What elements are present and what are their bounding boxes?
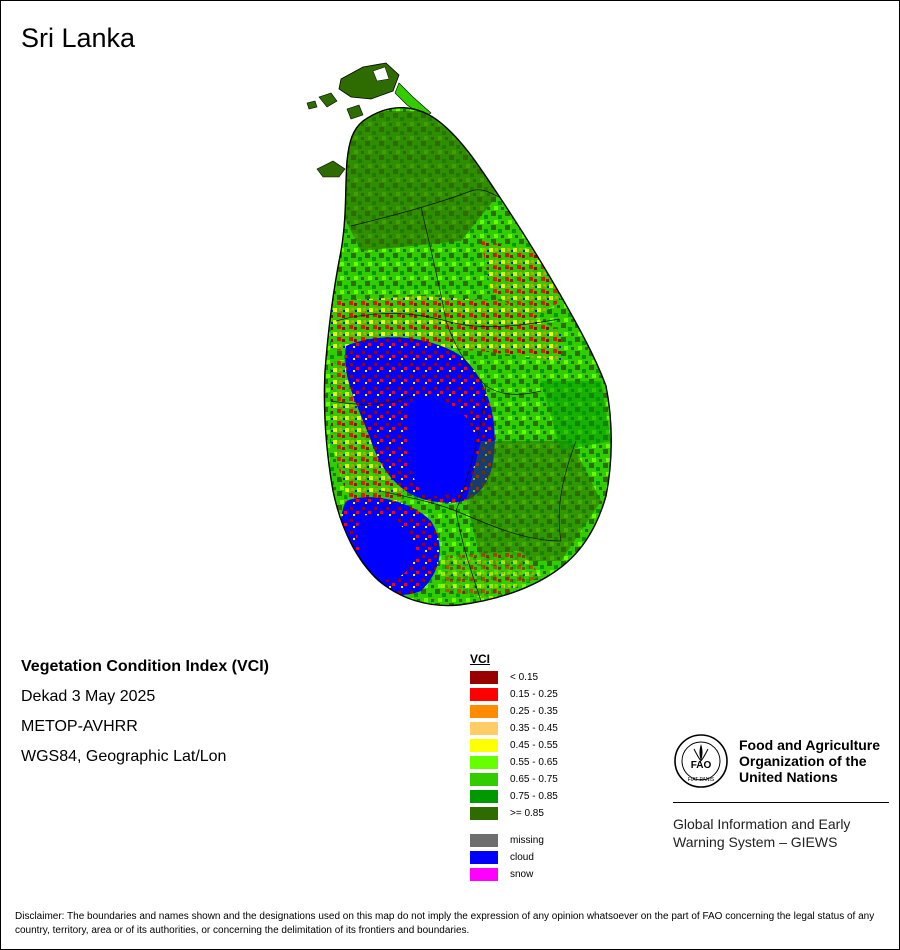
legend-label: missing bbox=[510, 835, 544, 846]
disclaimer: Disclaimer: The boundaries and names sho… bbox=[15, 911, 875, 936]
fao-logo: FAO FIAT PANIS bbox=[674, 734, 728, 788]
legend-label: 0.45 - 0.55 bbox=[510, 740, 558, 751]
legend-item: 0.45 - 0.55 bbox=[470, 737, 558, 754]
period-text: Dekad 3 May 2025 bbox=[21, 688, 156, 705]
projection-text: WGS84, Geographic Lat/Lon bbox=[21, 748, 227, 765]
legend-item: 0.65 - 0.75 bbox=[470, 771, 558, 788]
legend-label: snow bbox=[510, 869, 534, 880]
legend-item: < 0.15 bbox=[470, 669, 538, 686]
divider bbox=[673, 802, 889, 803]
legend-label: 0.15 - 0.25 bbox=[510, 689, 558, 700]
legend-item: cloud bbox=[470, 849, 534, 866]
legend-item: 0.25 - 0.35 bbox=[470, 703, 558, 720]
legend-item: snow bbox=[470, 866, 533, 883]
fao-logo-text: FAO bbox=[691, 760, 712, 771]
legend-item: >= 0.85 bbox=[470, 805, 544, 822]
legend-label: >= 0.85 bbox=[510, 808, 544, 819]
map-title: Sri Lanka bbox=[21, 23, 136, 53]
organization-name: Food and Agriculture Organization of the… bbox=[739, 737, 889, 785]
legend-label: 0.25 - 0.35 bbox=[510, 706, 558, 717]
legend-item: 0.55 - 0.65 bbox=[470, 754, 558, 771]
fao-logo-motto: FIAT PANIS bbox=[688, 777, 715, 783]
legend-item: 0.15 - 0.25 bbox=[470, 686, 558, 703]
legend-extra: missing cloud snow bbox=[470, 832, 544, 883]
legend-swatch bbox=[470, 739, 498, 752]
northern-islands bbox=[306, 62, 432, 120]
legend-label: < 0.15 bbox=[510, 672, 539, 683]
map-metadata: Vegetation Condition Index (VCI) Dekad 3… bbox=[21, 657, 269, 777]
giews-line: Global Information and Early bbox=[673, 816, 851, 832]
organization-name-line: United Nations bbox=[739, 769, 838, 785]
legend-swatch bbox=[470, 705, 498, 718]
index-name: Vegetation Condition Index (VCI) bbox=[21, 658, 269, 675]
sri-lanka-vci-map bbox=[306, 62, 612, 607]
legend-swatch bbox=[470, 807, 498, 820]
legend-swatch bbox=[470, 722, 498, 735]
mannar-island bbox=[316, 160, 346, 178]
legend-item: 0.75 - 0.85 bbox=[470, 788, 558, 805]
legend-swatch bbox=[470, 868, 498, 881]
legend-label: cloud bbox=[510, 852, 534, 863]
legend-item: missing bbox=[470, 832, 544, 849]
organization-name-line: Food and Agriculture bbox=[739, 737, 881, 753]
legend-label: 0.65 - 0.75 bbox=[510, 774, 558, 785]
legend-swatch bbox=[470, 688, 498, 701]
legend-swatch bbox=[470, 834, 498, 847]
giews-line: Warning System – GIEWS bbox=[673, 834, 838, 850]
legend-swatch bbox=[470, 671, 498, 684]
legend-gap bbox=[470, 822, 490, 832]
organization-name-line: Organization of the bbox=[739, 753, 867, 769]
legend-label: 0.55 - 0.65 bbox=[510, 757, 558, 768]
sensor-text: METOP-AVHRR bbox=[21, 718, 138, 735]
legend-swatch bbox=[470, 790, 498, 803]
legend-swatch bbox=[470, 756, 498, 769]
legend-classes: < 0.15 0.15 - 0.25 0.25 - 0.35 0.35 - 0.45 0… bbox=[470, 669, 558, 822]
province-boundaries bbox=[330, 189, 577, 602]
legend: VCI < 0.15 0.15 - 0.25 0.25 - 0.35 0.35 - 0… bbox=[470, 652, 558, 883]
legend-swatch bbox=[470, 851, 498, 864]
giews-label: Global Information and Early Warning Sys… bbox=[673, 815, 850, 851]
legend-swatch bbox=[470, 773, 498, 786]
island-outline bbox=[323, 107, 612, 607]
legend-label: 0.75 - 0.85 bbox=[510, 791, 558, 802]
legend-item: 0.35 - 0.45 bbox=[470, 720, 558, 737]
legend-label: 0.35 - 0.45 bbox=[510, 723, 558, 734]
legend-title: VCI bbox=[470, 652, 491, 666]
